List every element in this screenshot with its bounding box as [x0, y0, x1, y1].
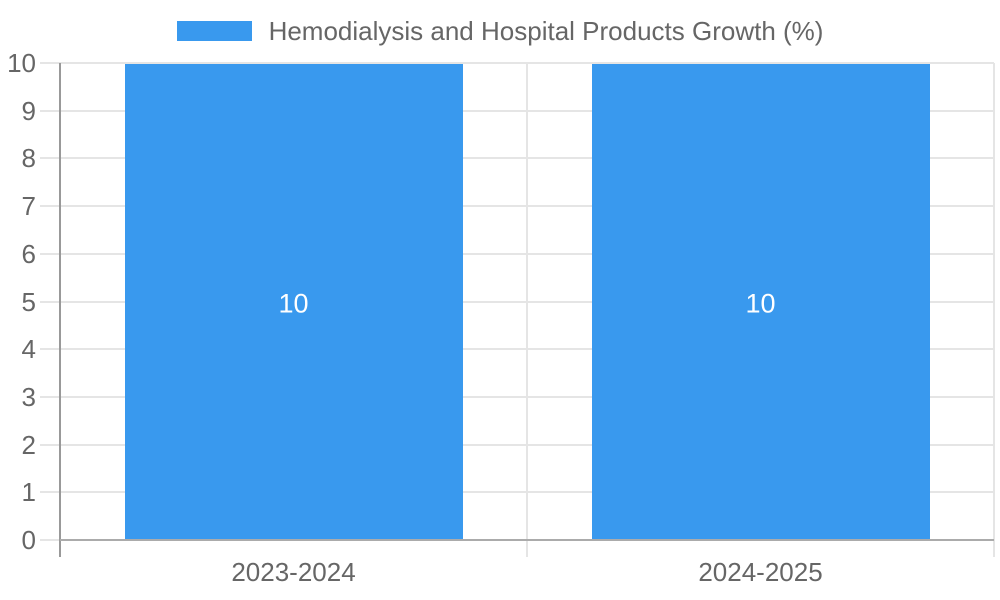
y-axis-tick-label: 3 — [21, 381, 36, 412]
y-gridline — [40, 443, 994, 446]
y-axis-tick-label: 4 — [21, 334, 36, 365]
y-gridline — [40, 348, 994, 351]
x-gridline — [993, 63, 995, 557]
y-axis-tick-label: 6 — [21, 238, 36, 269]
y-axis-tick-label: 1 — [21, 477, 36, 508]
y-axis-line — [59, 63, 61, 557]
x-axis-tick-label: 2023-2024 — [231, 557, 356, 587]
x-axis-line — [60, 539, 994, 541]
y-axis-tick-label: 7 — [21, 191, 36, 222]
y-gridline — [40, 205, 994, 208]
y-gridline — [40, 62, 994, 64]
legend-label: Hemodialysis and Hospital Products Growt… — [268, 16, 824, 46]
bar-value-label: 10 — [278, 288, 309, 318]
y-gridline — [40, 395, 994, 398]
y-axis-tick-label: 2 — [21, 429, 36, 460]
y-gridline — [40, 300, 994, 303]
x-gridline — [526, 63, 528, 557]
y-gridline — [40, 109, 994, 112]
y-axis-tick-label: 5 — [21, 286, 36, 317]
y-gridline — [40, 252, 994, 255]
bar[interactable] — [591, 64, 930, 540]
chart-legend[interactable]: Hemodialysis and Hospital Products Growt… — [0, 16, 1000, 46]
y-gridline — [40, 157, 994, 160]
y-axis-tick-label: 0 — [21, 525, 36, 555]
legend-swatch — [176, 21, 252, 41]
y-axis-tick-label: 8 — [21, 143, 36, 174]
y-gridline — [40, 491, 994, 494]
bar-value-label: 10 — [745, 288, 776, 318]
y-axis-tick-label: 10 — [7, 48, 36, 78]
bar[interactable] — [124, 64, 463, 540]
x-axis-tick-label: 2024-2025 — [698, 557, 823, 587]
y-axis-tick-label: 9 — [21, 95, 36, 126]
